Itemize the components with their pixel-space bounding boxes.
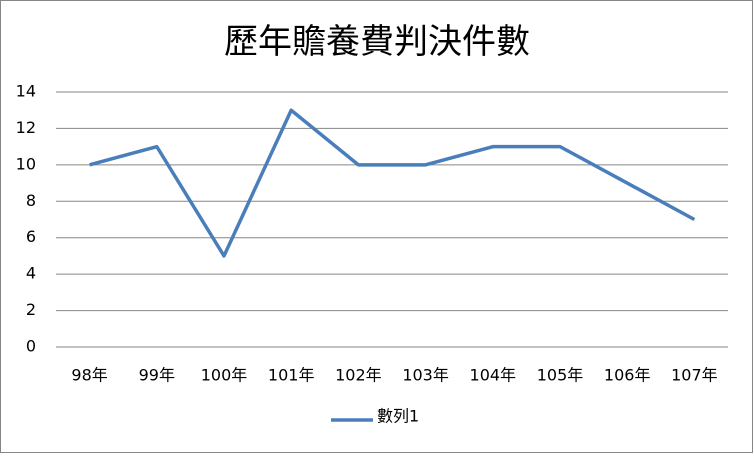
x-tick-label: 101年 xyxy=(268,366,315,385)
x-tick-label: 102年 xyxy=(335,366,382,385)
y-tick-label: 10 xyxy=(16,154,36,173)
y-tick-label: 6 xyxy=(26,227,36,246)
x-tick-label: 103年 xyxy=(402,366,449,385)
x-tick-label: 107年 xyxy=(671,366,718,385)
chart-title: 歷年贍養費判決件數 xyxy=(224,22,530,62)
series-line xyxy=(89,108,696,258)
x-tick-label: 105年 xyxy=(537,366,584,385)
y-tick-label: 12 xyxy=(16,118,36,137)
y-tick-label: 0 xyxy=(26,337,36,356)
x-tick-label: 104年 xyxy=(470,366,517,385)
y-tick-label: 4 xyxy=(26,264,36,283)
y-tick-label: 8 xyxy=(26,191,36,210)
x-tick-label: 100年 xyxy=(201,366,248,385)
legend-label: 數列1 xyxy=(377,407,419,426)
y-tick-label: 2 xyxy=(26,300,36,319)
x-tick-label: 99年 xyxy=(139,366,175,385)
y-tick-label: 14 xyxy=(16,82,36,101)
x-tick-label: 106年 xyxy=(604,366,651,385)
x-tick-label: 98年 xyxy=(71,366,107,385)
